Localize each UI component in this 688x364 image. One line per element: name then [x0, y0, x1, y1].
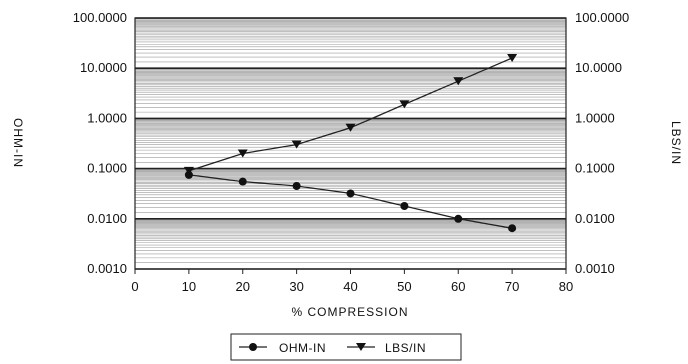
legend: OHM-IN LBS/IN — [230, 333, 462, 361]
y-tick-label-right: 100.0000 — [575, 10, 629, 25]
data-point-ohm-in — [292, 182, 301, 191]
x-tick-label: 30 — [289, 279, 303, 294]
legend-label-ohm: OHM-IN — [279, 341, 326, 355]
x-tick-label: 10 — [182, 279, 196, 294]
y-axis-title-right: LBS/IN — [669, 121, 683, 165]
y-tick-label-right: 1.0000 — [575, 110, 615, 125]
data-point-lbs-in — [291, 140, 302, 149]
x-tick-label: 50 — [397, 279, 411, 294]
y-tick-label-left: 0.1000 — [87, 161, 127, 176]
data-point-lbs-in — [345, 123, 356, 132]
data-point-lbs-in — [399, 100, 410, 109]
legend-label-lbs: LBS/IN — [385, 341, 426, 355]
y-tick-label-right: 0.1000 — [575, 161, 615, 176]
axis-ticks: 0 10 20 30 40 50 60 70 80 100.0000 10.0000 1.0000 0.… — [73, 10, 629, 294]
data-point-ohm-in — [508, 224, 517, 233]
legend-marker-lbs — [356, 343, 366, 351]
y-tick-label-right: 10.0000 — [575, 60, 622, 75]
x-tick-label: 60 — [451, 279, 465, 294]
data-point-lbs-in — [183, 166, 194, 175]
legend-marker-ohm — [249, 343, 257, 351]
y-tick-label-left: 100.0000 — [73, 10, 127, 25]
legend-box — [230, 333, 462, 361]
data-point-lbs-in — [453, 77, 464, 86]
x-tick-label: 20 — [236, 279, 250, 294]
data-point-ohm-in — [400, 201, 409, 210]
y-tick-label-left: 1.0000 — [87, 110, 127, 125]
y-tick-label-right: 0.0100 — [575, 211, 615, 226]
x-tick-label: 40 — [343, 279, 357, 294]
x-tick-label: 70 — [505, 279, 519, 294]
y-tick-label-left: 0.0010 — [87, 261, 127, 276]
x-axis-title: % COMPRESSION — [291, 305, 408, 319]
y-tick-label-left: 0.0100 — [87, 211, 127, 226]
data-point-ohm-in — [238, 177, 247, 186]
y-axis-title-left: OHM-IN — [11, 118, 25, 168]
data-point-ohm-in — [454, 214, 463, 223]
data-point-lbs-in — [507, 53, 518, 62]
y-tick-label-right: 0.0010 — [575, 261, 615, 276]
data-point-lbs-in — [237, 149, 248, 158]
series-lines — [183, 53, 518, 233]
plot-grid — [135, 17, 566, 270]
x-tick-label: 80 — [559, 279, 573, 294]
y-tick-label-left: 10.0000 — [80, 60, 127, 75]
data-point-ohm-in — [346, 189, 355, 198]
x-tick-label: 0 — [131, 279, 138, 294]
